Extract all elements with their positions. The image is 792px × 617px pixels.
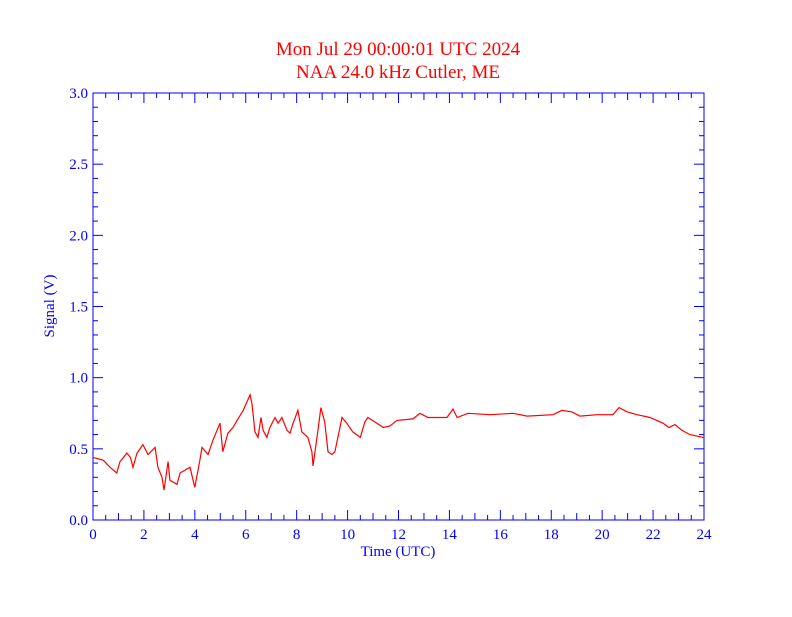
x-tick-label: 4 xyxy=(191,527,199,543)
x-tick-label: 6 xyxy=(242,527,250,543)
x-tick-label: 2 xyxy=(140,527,148,543)
chart-subtitle: NAA 24.0 kHz Cutler, ME xyxy=(296,62,500,83)
y-tick-label: 0.0 xyxy=(69,513,88,529)
x-tick-label: 20 xyxy=(595,527,610,543)
x-tick-label: 12 xyxy=(391,527,406,543)
y-axis-label: Signal (V) xyxy=(42,275,58,338)
x-tick-label: 14 xyxy=(442,527,458,543)
x-tick-label: 0 xyxy=(89,527,97,543)
series-line xyxy=(92,392,704,491)
x-tick-label: 22 xyxy=(646,527,661,543)
y-tick-label: 1.5 xyxy=(69,300,88,316)
y-tick-label: 2.0 xyxy=(69,228,88,244)
x-axis-label: Time (UTC) xyxy=(361,544,436,560)
chart-title: Mon Jul 29 00:00:01 UTC 2024 xyxy=(276,39,521,60)
x-tick-label: 18 xyxy=(544,527,559,543)
y-tick-label: 1.0 xyxy=(69,371,88,387)
x-tick-label: 24 xyxy=(697,527,713,543)
x-tick-label: 16 xyxy=(493,527,509,543)
x-tick-label: 10 xyxy=(340,527,355,543)
y-tick-label: 2.5 xyxy=(69,157,88,173)
x-tick-label: 8 xyxy=(293,527,301,543)
y-tick-label: 0.5 xyxy=(69,442,88,458)
y-tick-label: 3.0 xyxy=(69,86,88,102)
plot-frame xyxy=(92,92,705,521)
